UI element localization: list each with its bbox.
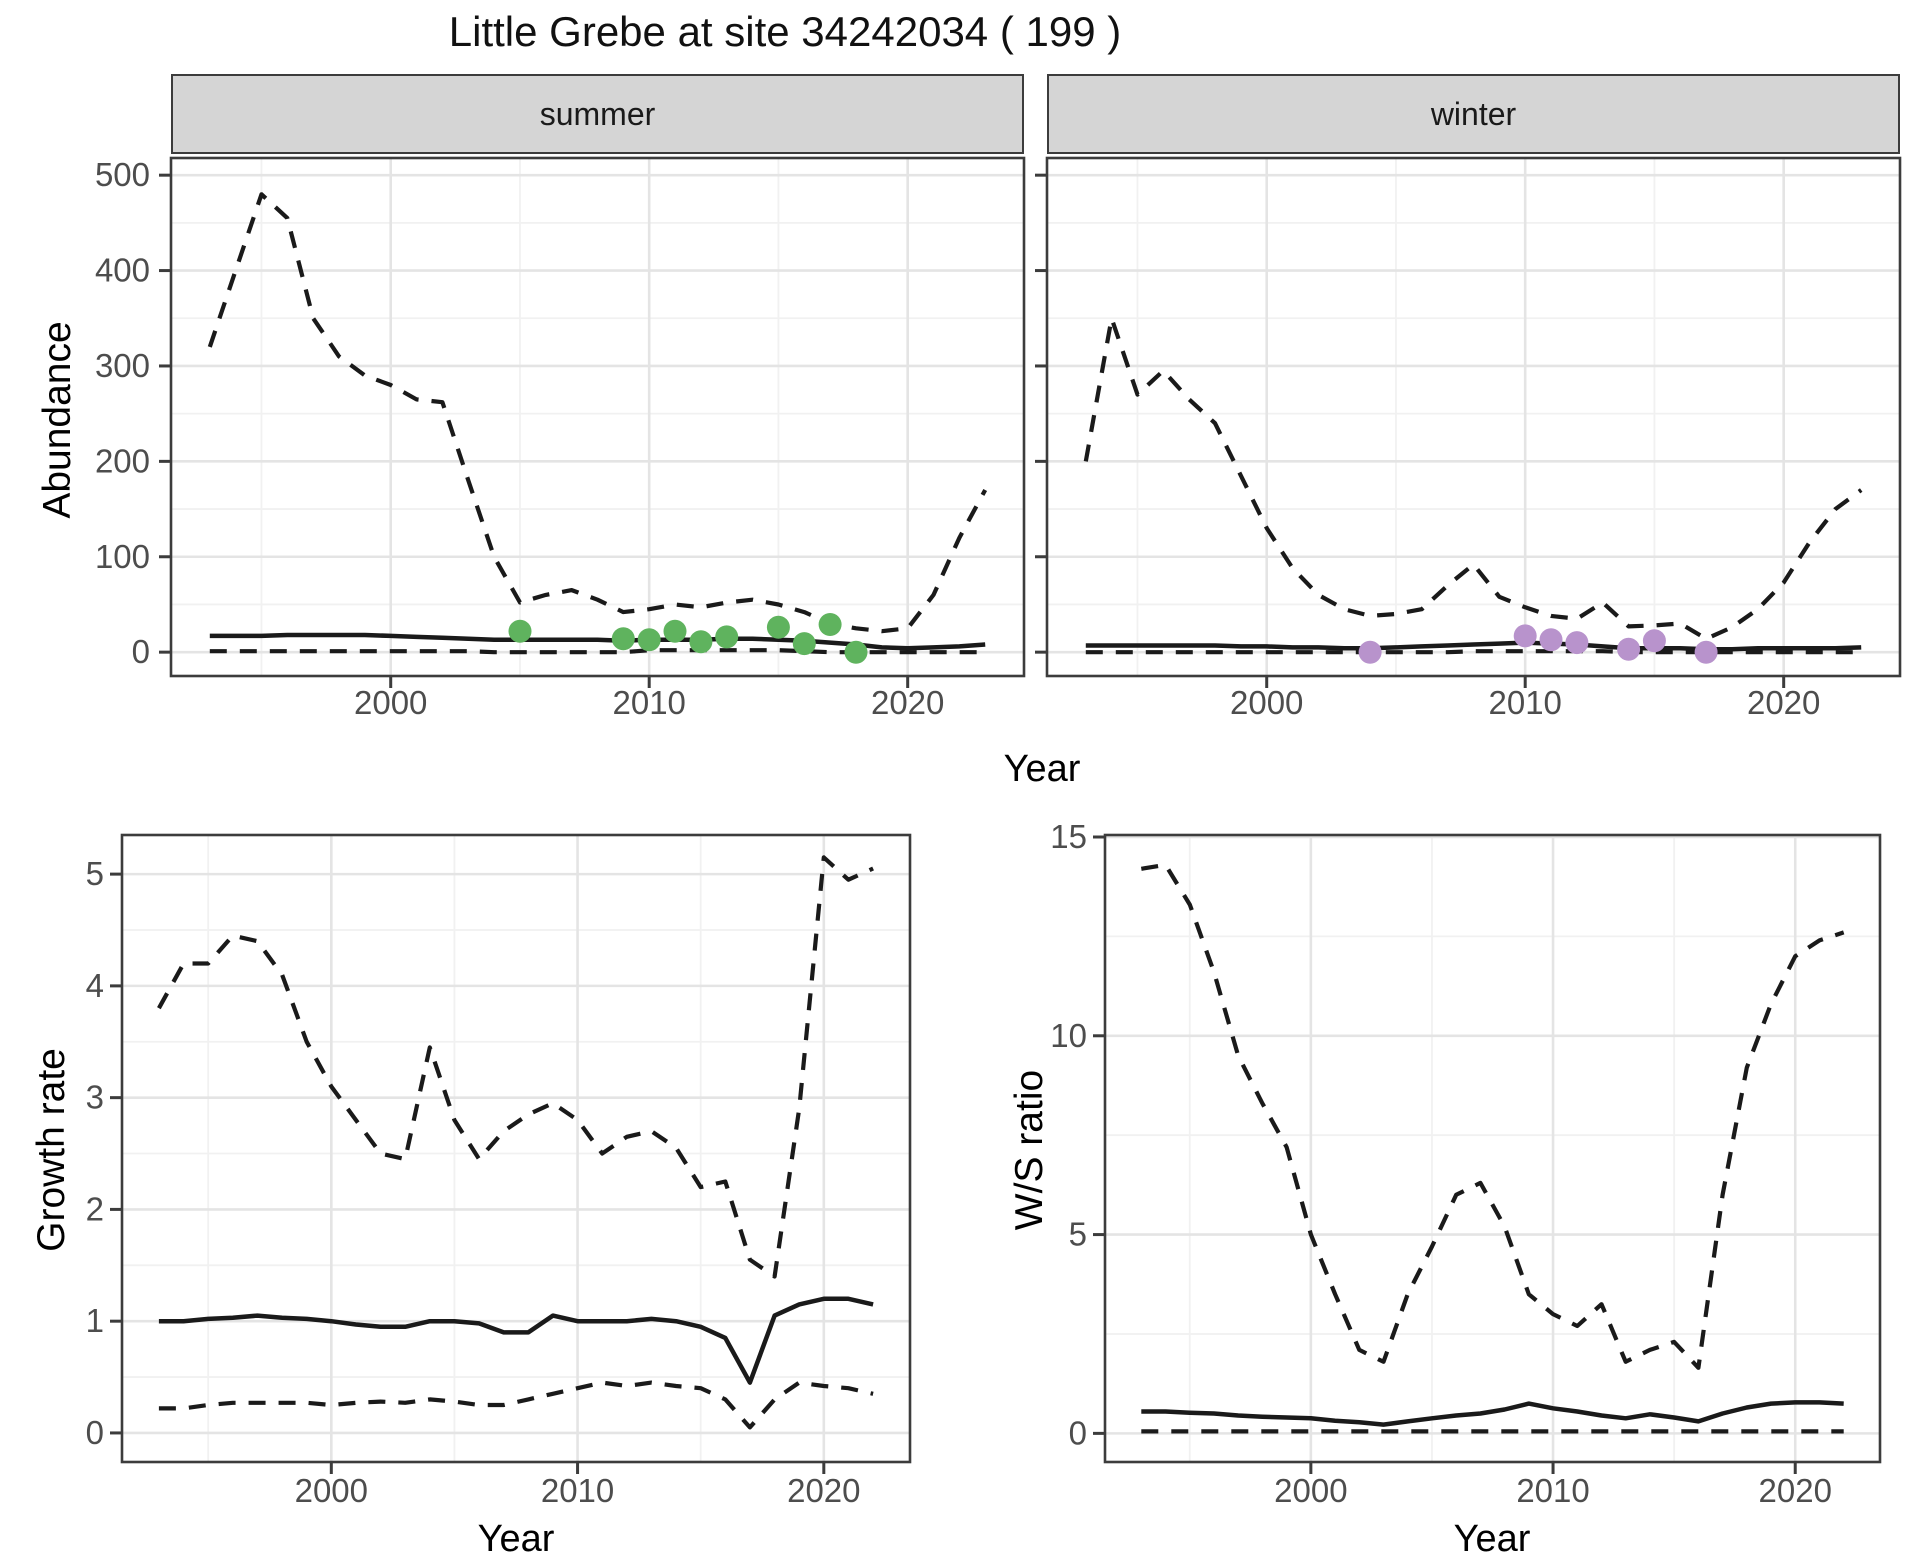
abundance-summer-observed-point — [663, 619, 687, 643]
abundance-summer-observed-point — [637, 628, 661, 652]
panel-abundance-summer: 2000 2010 2020 0 100 200 300 400 500 — [95, 156, 1026, 721]
y-tick-label: 10 — [1050, 1017, 1087, 1054]
x-tick-label: 2000 — [295, 1472, 368, 1509]
y-tick-label: 400 — [95, 252, 150, 289]
y-tick-label: 0 — [132, 633, 150, 670]
abundance-winter-observed-point — [1539, 628, 1563, 652]
abundance-summer-observed-point — [844, 640, 868, 664]
y-tick-label: 1 — [86, 1302, 104, 1339]
y-tick-label: 0 — [1069, 1414, 1087, 1451]
growth-rate-lower_ci-line — [158, 1380, 874, 1430]
y-tick-label: 200 — [95, 442, 150, 479]
y-tick-label: 500 — [95, 156, 150, 193]
x-tick-label: 2000 — [1274, 1472, 1347, 1509]
y-tick-label: 4 — [86, 967, 104, 1004]
panel-border — [1045, 156, 1902, 678]
growth-rate-upper_ci-line — [157, 855, 874, 1279]
panel-growth-rate: 2000 2010 2020 0 1 2 3 4 5 — [86, 833, 912, 1509]
x-axis-title-ws-ratio: Year — [1453, 1518, 1531, 1560]
y-tick-label: 2 — [86, 1190, 104, 1227]
ws-ratio-median-line — [1141, 1400, 1844, 1427]
panel-background — [1105, 835, 1880, 1462]
abundance-winter-median-line — [1085, 640, 1862, 652]
abundance-winter-observed-point — [1694, 640, 1718, 664]
y-tick-label: 15 — [1050, 818, 1087, 855]
panel-abundance-winter: 2000 2010 2020 — [1035, 156, 1902, 721]
growth-rate-median-line — [158, 1296, 874, 1385]
y-tick-label: 0 — [86, 1414, 104, 1451]
x-tick-label: 2010 — [612, 684, 685, 721]
abundance-summer-observed-point — [818, 613, 842, 636]
x-axis-title-top: Year — [1003, 748, 1081, 790]
abundance-summer-observed-point — [508, 619, 532, 643]
x-tick-label: 2000 — [1230, 684, 1303, 721]
panel-background — [1047, 158, 1900, 676]
x-tick-label: 2010 — [1516, 1472, 1589, 1509]
x-tick-label: 2010 — [541, 1472, 614, 1509]
abundance-winter-observed-point — [1565, 631, 1589, 655]
facet-strip-winter: winter — [1047, 74, 1900, 154]
panel-border — [120, 833, 912, 1464]
abundance-winter-observed-point — [1617, 637, 1641, 661]
abundance-summer-upper_ci-line — [207, 192, 988, 634]
y-axis-title-abundance: Abundance — [36, 321, 79, 519]
abundance-summer-observed-point — [766, 615, 790, 639]
facet-strip-winter-label: winter — [1430, 95, 1517, 132]
abundance-winter-observed-point — [1513, 624, 1537, 648]
y-tick-label: 100 — [95, 538, 150, 575]
panel-background — [171, 158, 1024, 676]
x-tick-label: 2010 — [1488, 684, 1561, 721]
panel-border — [1103, 833, 1882, 1464]
abundance-winter-observed-point — [1642, 629, 1666, 653]
x-axis-title-growth-rate: Year — [477, 1518, 555, 1560]
panel-border — [169, 156, 1026, 678]
ws-ratio-upper_ci-line — [1140, 862, 1845, 1370]
abundance-winter-upper_ci-line — [1083, 316, 1863, 641]
y-tick-label: 300 — [95, 347, 150, 384]
chart-title: Little Grebe at site 34242034 ( 199 ) — [448, 8, 1122, 55]
y-tick-label: 5 — [1069, 1216, 1087, 1253]
x-tick-label: 2020 — [1759, 1472, 1832, 1509]
y-axis-title-growth-rate: Growth rate — [30, 1048, 73, 1252]
abundance-summer-observed-point — [715, 625, 739, 649]
y-tick-label: 3 — [86, 1079, 104, 1116]
abundance-winter-observed-point — [1358, 640, 1382, 664]
x-tick-label: 2020 — [1747, 684, 1820, 721]
abundance-summer-observed-point — [792, 632, 816, 656]
abundance-winter-lower_ci-line — [1085, 649, 1862, 655]
panel-ws-ratio: 2000 2010 2020 0 5 10 15 — [1050, 818, 1882, 1509]
y-axis-title-ws-ratio: W/S ratio — [1008, 1069, 1051, 1231]
x-tick-label: 2000 — [354, 684, 427, 721]
abundance-summer-observed-point — [611, 627, 635, 651]
x-tick-label: 2020 — [871, 684, 944, 721]
facet-strip-summer-label: summer — [539, 95, 656, 132]
abundance-summer-observed-point — [689, 630, 713, 654]
facet-strip-summer: summer — [171, 74, 1024, 154]
x-tick-label: 2020 — [787, 1472, 860, 1509]
y-tick-label: 5 — [86, 855, 104, 892]
